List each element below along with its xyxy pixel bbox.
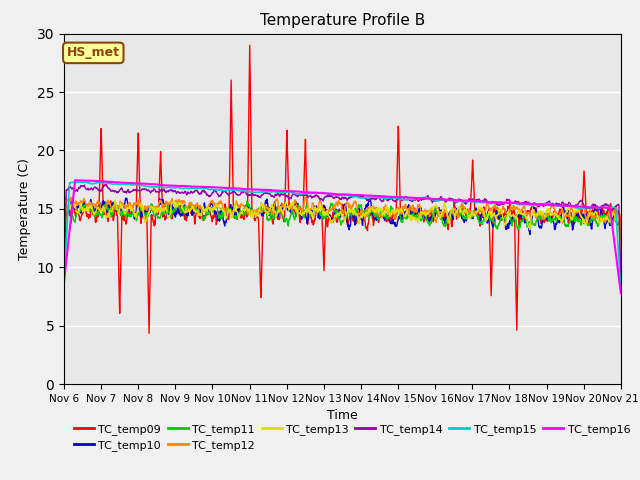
TC_temp12: [296, 206, 304, 212]
TC_temp11: [243, 198, 251, 204]
TC_temp13: [111, 197, 119, 203]
TC_temp14: [318, 197, 326, 203]
Line: TC_temp12: TC_temp12: [64, 197, 621, 291]
TC_temp09: [617, 273, 625, 279]
TC_temp09: [103, 215, 111, 220]
TC_temp10: [60, 295, 68, 300]
TC_temp10: [122, 195, 130, 201]
TC_temp10: [126, 207, 134, 213]
TC_temp14: [60, 284, 68, 290]
TC_temp15: [318, 190, 326, 196]
TC_temp11: [126, 213, 134, 219]
TC_temp12: [308, 201, 316, 207]
TC_temp09: [246, 43, 253, 48]
TC_temp12: [126, 201, 134, 206]
TC_temp09: [297, 211, 305, 217]
TC_temp10: [318, 207, 326, 213]
TC_temp11: [318, 213, 326, 218]
TC_temp11: [308, 213, 316, 218]
TC_temp12: [378, 212, 385, 218]
TC_temp15: [617, 287, 625, 293]
TC_temp09: [60, 296, 68, 301]
TC_temp10: [103, 209, 111, 215]
TC_temp11: [617, 284, 625, 289]
TC_temp14: [102, 181, 110, 187]
TC_temp10: [617, 282, 625, 288]
TC_temp12: [617, 282, 625, 288]
Legend: TC_temp09, TC_temp10, TC_temp11, TC_temp12, TC_temp13, TC_temp14, TC_temp15, TC_: TC_temp09, TC_temp10, TC_temp11, TC_temp…: [70, 419, 635, 456]
TC_temp13: [103, 215, 111, 220]
TC_temp13: [126, 206, 134, 212]
TC_temp10: [308, 208, 316, 214]
TC_temp16: [297, 189, 305, 195]
TC_temp14: [104, 184, 111, 190]
TC_temp12: [60, 288, 68, 294]
TC_temp13: [617, 282, 625, 288]
TC_temp13: [308, 211, 316, 217]
TC_temp13: [318, 209, 326, 215]
TC_temp09: [145, 330, 153, 336]
TC_temp11: [378, 208, 385, 214]
Line: TC_temp13: TC_temp13: [64, 200, 621, 296]
TC_temp15: [77, 179, 85, 185]
TC_temp14: [617, 276, 625, 282]
TC_temp12: [318, 203, 326, 208]
TC_temp15: [60, 281, 68, 287]
TC_temp16: [72, 177, 80, 183]
TC_temp14: [126, 189, 134, 195]
Line: TC_temp14: TC_temp14: [64, 184, 621, 287]
TC_temp09: [378, 210, 385, 216]
X-axis label: Time: Time: [327, 409, 358, 422]
TC_temp16: [617, 290, 625, 296]
TC_temp09: [319, 227, 326, 233]
TC_temp15: [378, 195, 385, 201]
Line: TC_temp15: TC_temp15: [64, 182, 621, 290]
TC_temp16: [60, 279, 68, 285]
TC_temp10: [378, 208, 385, 214]
TC_temp09: [126, 210, 134, 216]
TC_temp11: [60, 295, 68, 300]
TC_temp16: [104, 179, 111, 185]
Line: TC_temp09: TC_temp09: [64, 46, 621, 333]
TC_temp11: [103, 206, 111, 212]
Line: TC_temp10: TC_temp10: [64, 198, 621, 298]
TC_temp11: [297, 204, 305, 210]
TC_temp16: [126, 180, 134, 186]
TC_temp13: [60, 293, 68, 299]
TC_temp16: [308, 190, 316, 195]
TC_temp12: [301, 194, 309, 200]
TC_temp15: [104, 180, 111, 186]
TC_temp15: [308, 191, 316, 196]
Text: HS_met: HS_met: [67, 47, 120, 60]
Title: Temperature Profile B: Temperature Profile B: [260, 13, 425, 28]
TC_temp12: [103, 202, 111, 208]
TC_temp15: [297, 192, 305, 197]
TC_temp14: [378, 198, 385, 204]
TC_temp13: [378, 206, 385, 212]
TC_temp10: [297, 212, 305, 218]
TC_temp16: [378, 193, 385, 199]
TC_temp14: [308, 194, 316, 200]
Line: TC_temp11: TC_temp11: [64, 201, 621, 298]
Line: TC_temp16: TC_temp16: [64, 180, 621, 293]
TC_temp14: [297, 192, 305, 198]
TC_temp09: [308, 218, 316, 224]
TC_temp13: [297, 210, 305, 216]
TC_temp16: [318, 190, 326, 196]
TC_temp15: [126, 182, 134, 188]
Y-axis label: Temperature (C): Temperature (C): [18, 158, 31, 260]
